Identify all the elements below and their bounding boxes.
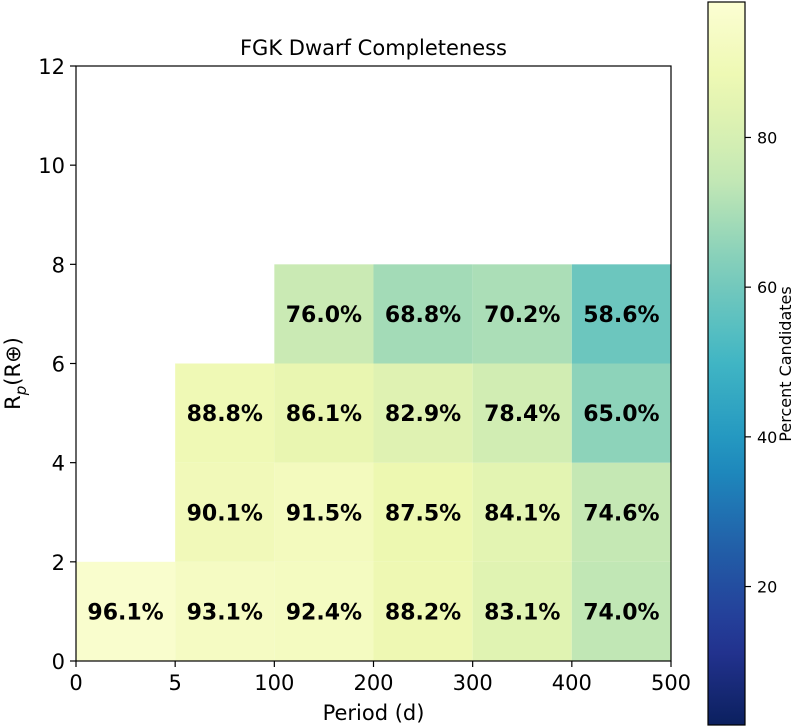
heatmap-cell-labels: 96.1% 93.1% 92.4% 88.2% 83.1% 74.0% 90.1% 91.5%… [87,303,659,626]
heatmap-cell [373,264,473,364]
x-tick-label: 0 [69,671,82,695]
heatmap-cell [373,363,473,463]
cell-value-label: 78.4% [484,402,560,427]
heatmap-cell [274,462,374,562]
cell-value-label: 92.4% [286,600,362,625]
colorbar-tick-label: 20 [757,578,777,597]
heatmap-cell [175,363,275,463]
cell-value-label: 70.2% [484,303,560,328]
colorbar-tick-label: 60 [757,278,777,297]
cell-value-label: 86.1% [286,402,362,427]
cell-value-label: 91.5% [286,501,362,526]
heatmap-cell [373,561,473,661]
colorbar [707,1,746,726]
y-tick-label: 8 [52,253,65,277]
cell-value-label: 82.9% [385,402,461,427]
heatmap-cell [76,561,176,661]
cell-value-label: 88.2% [385,600,461,625]
colorbar-label: Percent Candidates [776,286,795,441]
y-tick-label: 6 [52,353,65,377]
x-tick-label: 500 [651,671,691,695]
x-tick-label: 100 [254,671,294,695]
heatmap-cell [472,264,572,364]
y-axis-label: Rp(R⊕) [1,337,30,410]
cell-value-label: 65.0% [583,402,659,427]
x-tick-label: 400 [552,671,592,695]
heatmap-cell [571,462,671,562]
x-tick-label: 5 [168,671,181,695]
y-axis-ticks: 0 2 4 6 8 10 12 [38,55,76,674]
heatmap-cell [373,462,473,562]
cell-value-label: 90.1% [187,501,263,526]
colorbar-ticks: 20 40 60 80 [745,128,777,597]
y-tick-label: 2 [52,551,65,575]
y-tick-label: 12 [38,55,65,79]
cell-value-label: 58.6% [583,303,659,328]
heatmap-cell [571,264,671,364]
heatmap-cell [571,561,671,661]
cell-value-label: 68.8% [385,303,461,328]
heatmap-cell [274,561,374,661]
cell-value-label: 96.1% [87,600,163,625]
heatmap-cell [472,363,572,463]
y-tick-label: 10 [38,154,65,178]
x-tick-label: 300 [453,671,493,695]
heatmap-cell [274,363,374,463]
cell-value-label: 84.1% [484,501,560,526]
heatmap-cell [472,462,572,562]
x-axis-ticks: 0 5 100 200 300 400 500 [69,661,691,695]
cell-value-label: 88.8% [187,402,263,427]
heatmap-cell [175,462,275,562]
heatmap-cells [76,264,671,661]
heatmap-cell [472,561,572,661]
colorbar-tick-label: 80 [757,128,777,147]
x-tick-label: 200 [353,671,393,695]
y-tick-label: 0 [52,650,65,674]
heatmap-cell [274,264,374,364]
heatmap-cell [175,561,275,661]
cell-value-label: 87.5% [385,501,461,526]
cell-value-label: 76.0% [286,303,362,328]
y-tick-label: 4 [52,452,65,476]
cell-value-label: 74.0% [583,600,659,625]
cell-value-label: 93.1% [187,600,263,625]
chart-title: FGK Dwarf Completeness [240,36,507,60]
heatmap-cell [571,363,671,463]
cell-value-label: 83.1% [484,600,560,625]
colorbar-tick-label: 40 [757,428,777,447]
x-axis-label: Period (d) [323,701,425,725]
cell-value-label: 74.6% [583,501,659,526]
